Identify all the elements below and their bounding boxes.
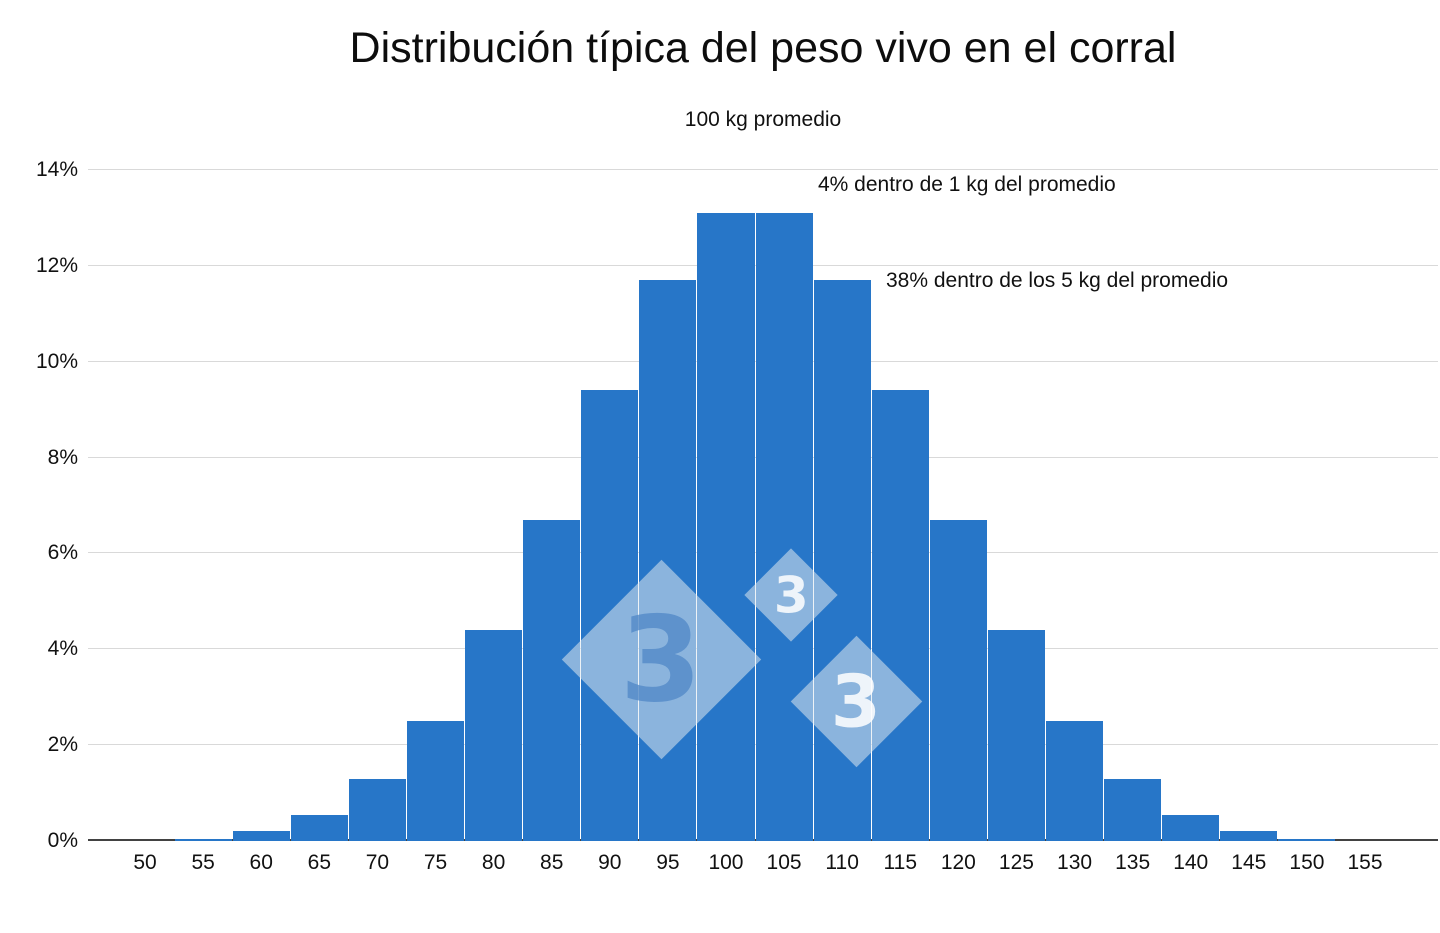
x-tick-label: 105	[766, 851, 802, 874]
bar-95	[639, 280, 697, 841]
bar-140	[1162, 814, 1220, 841]
bar-55	[174, 838, 232, 841]
y-tick-label: 6%	[47, 541, 78, 565]
x-tick-label: 65	[307, 851, 331, 874]
y-axis-labels: 0% 2% 4% 6% 8% 10% 12% 14%	[0, 158, 78, 852]
annotation-within-1kg: 4% dentro de 1 kg del promedio	[818, 173, 1116, 196]
bar-135	[1104, 778, 1162, 841]
chart-subtitle: 100 kg promedio	[684, 108, 842, 131]
y-tick-label: 4%	[47, 637, 78, 661]
x-tick-label: 155	[1347, 851, 1383, 874]
bar-150	[1278, 838, 1336, 841]
bar-145	[1220, 831, 1278, 841]
y-tick-label: 10%	[35, 349, 78, 373]
x-tick-label: 130	[1057, 851, 1093, 874]
x-tick-label: 100	[708, 851, 744, 874]
bar-110	[813, 280, 871, 841]
y-tick-label: 14%	[35, 158, 78, 181]
x-tick-label: 55	[191, 851, 215, 874]
x-tick-label: 70	[365, 851, 390, 874]
bar-120	[929, 519, 987, 841]
x-tick-label: 120	[940, 851, 976, 874]
bar-65	[290, 814, 348, 841]
bar-70	[348, 778, 406, 841]
x-tick-label: 90	[598, 851, 622, 874]
x-tick-label: 140	[1173, 851, 1209, 874]
x-tick-label: 145	[1231, 851, 1267, 874]
y-tick-label: 12%	[35, 253, 78, 277]
bar-60	[232, 831, 290, 841]
bar-85	[523, 519, 581, 841]
gridline	[88, 169, 1438, 170]
x-tick-label: 150	[1289, 851, 1325, 874]
x-tick-label: 110	[825, 851, 859, 874]
x-tick-label: 85	[540, 851, 564, 874]
y-tick-label: 8%	[47, 445, 78, 469]
bar-105	[755, 213, 813, 841]
x-tick-label: 60	[249, 851, 273, 874]
bar-130	[1046, 721, 1104, 841]
bar-115	[871, 390, 929, 841]
bar-100	[697, 213, 755, 841]
annotation-within-5kg: 38% dentro de los 5 kg del promedio	[886, 269, 1229, 292]
bar-90	[581, 390, 639, 841]
x-tick-label: 75	[423, 851, 448, 874]
bar-75	[406, 721, 465, 841]
x-tick-label: 115	[883, 851, 917, 874]
x-tick-label: 135	[1115, 851, 1151, 874]
bar-125	[987, 630, 1045, 841]
x-tick-label: 80	[481, 851, 506, 874]
x-tick-label: 95	[656, 851, 680, 874]
y-tick-label: 2%	[47, 733, 78, 757]
chart-title: Distribución típica del peso vivo en el …	[349, 24, 1177, 72]
bar-80	[465, 630, 523, 841]
x-tick-label: 125	[998, 851, 1034, 874]
x-axis-labels: 50 55 60 65 70 75 80 85 90 95 100 105 110 115 120 125 13…	[116, 851, 1394, 875]
x-tick-label: 50	[133, 851, 157, 874]
y-tick-label: 0%	[47, 829, 78, 852]
